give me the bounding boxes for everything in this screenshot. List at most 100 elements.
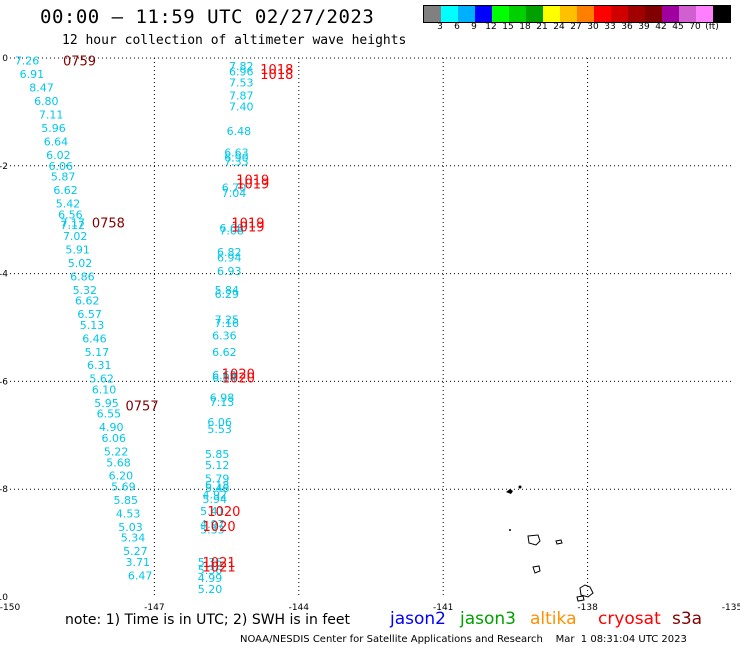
swh-label-track-b: 6.84 (212, 372, 237, 385)
swh-label-track-a: 5.27 (123, 545, 148, 558)
time-label: 1021 (203, 556, 236, 571)
legend-label: 21 (536, 22, 548, 32)
swh-label-track-b: 6.96 (229, 65, 254, 78)
swh-label-track-a: 5.91 (65, 243, 90, 256)
swh-label-track-b: 5.33 (200, 524, 225, 537)
satellite-label-cryosat: cryosat (598, 609, 661, 629)
island-outline (532, 565, 541, 574)
swh-label-track-b: 7.25 (215, 313, 240, 326)
swh-label-track-a: 6.64 (44, 136, 68, 149)
x-tick-label: -144 (289, 603, 310, 613)
swh-label-track-b: 4.99 (198, 572, 223, 585)
swh-label-track-a: 5.42 (56, 198, 81, 211)
swh-label-track-a: 5.95 (94, 397, 119, 410)
time-label: 1020 (222, 367, 255, 382)
credit-line: NOAA/NESDIS Center for Satellite Applica… (240, 634, 687, 645)
swh-label-track-a: 6.56 (58, 208, 82, 221)
legend-label: 70 (689, 22, 701, 32)
swh-label-track-a: 5.62 (89, 373, 114, 386)
swh-label-track-a: 8.47 (29, 82, 54, 95)
x-tick-label: -141 (433, 603, 453, 613)
swh-label-track-b: 7.82 (229, 60, 254, 73)
swh-label-track-a: 7.11 (39, 109, 64, 122)
swh-label-track-a: 6.80 (34, 95, 59, 108)
swh-label-track-b: 7.53 (229, 76, 254, 89)
swh-label-track-a: 5.17 (85, 346, 110, 359)
legend-swatch (526, 6, 543, 22)
swh-label-track-b: 6.90 (224, 152, 249, 165)
swh-label-track-a: 6.10 (92, 383, 117, 396)
time-label: 1019 (231, 216, 264, 231)
swh-label-track-b: 6.63 (224, 146, 249, 159)
swh-label-track-b: 5.36 (198, 556, 223, 569)
legend-label: 9 (471, 22, 477, 32)
swh-label-track-a: 4.90 (99, 421, 124, 434)
time-label: 1019 (236, 178, 269, 193)
swh-label-track-b: 6.70 (222, 181, 247, 194)
swh-label-track-a: 5.34 (121, 532, 146, 545)
time-label: 0758 (92, 216, 125, 231)
swh-label-track-a: 6.55 (97, 408, 122, 421)
time-label: 1020 (222, 372, 255, 387)
chart-subtitle: 12 hour collection of altimeter wave hei… (62, 33, 407, 48)
time-label: 1019 (231, 221, 264, 236)
island-outline (579, 584, 594, 598)
island-outline (527, 534, 541, 546)
swh-label-track-a: 6.46 (82, 332, 107, 345)
time-label: 1019 (236, 173, 269, 188)
swh-label-track-a: 6.57 (77, 308, 102, 321)
legend-label: (ft) (705, 22, 719, 32)
swh-label-track-a: 6.06 (49, 160, 74, 173)
swh-label-track-b: 6.62 (212, 346, 237, 359)
legend-swatch (492, 6, 509, 22)
swh-label-track-b: 6.06 (207, 416, 232, 429)
satellite-label-jason2: jason2 (390, 609, 446, 629)
legend-swatch (679, 6, 696, 22)
color-legend (423, 5, 731, 23)
swh-label-track-a: 6.62 (75, 295, 100, 308)
y-tick-label: -6 (0, 377, 8, 387)
legend-swatch (509, 6, 526, 22)
swh-label-track-a: 6.91 (20, 68, 45, 81)
swh-label-track-a: 3.71 (126, 556, 150, 569)
swh-label-track-a: 5.22 (104, 445, 129, 458)
x-tick-label: -147 (144, 603, 164, 613)
swh-label-track-b: 4.92 (203, 489, 228, 502)
time-label: 1020 (203, 520, 236, 535)
satellite-label-jason3: jason3 (460, 609, 516, 629)
x-tick-label: -138 (577, 603, 598, 613)
time-label: 0759 (63, 55, 96, 70)
y-tick-label: -10 (0, 593, 8, 603)
swh-label-track-a: 6.02 (46, 149, 71, 162)
legend-label: 45 (672, 22, 684, 32)
island-outline (555, 539, 563, 545)
swh-label-track-b: 7.08 (219, 224, 244, 237)
legend-label: 39 (638, 22, 650, 32)
legend-swatch (475, 6, 492, 22)
swh-label-track-b: 5.94 (203, 493, 228, 506)
footnote: note: 1) Time is in UTC; 2) SWH is in fe… (65, 612, 351, 628)
swh-label-track-a: 5.13 (80, 319, 105, 332)
swh-label-track-b: 6.36 (212, 330, 237, 343)
legend-label: 3 (437, 22, 443, 32)
time-label: 1020 (207, 505, 240, 520)
island-outline (576, 595, 585, 602)
y-tick-label: 0 (2, 54, 8, 64)
legend-label: 30 (587, 22, 599, 32)
swh-label-track-a: 7.17 (61, 216, 86, 229)
legend-swatch (696, 6, 713, 22)
legend-swatch (458, 6, 475, 22)
swh-label-track-b: 5.79 (205, 472, 230, 485)
legend-label: 36 (621, 22, 633, 32)
swh-label-track-b: 4.97 (200, 518, 225, 531)
swh-label-track-b: 5.36 (198, 564, 223, 577)
swh-label-track-b: 7.40 (229, 101, 254, 114)
time-label: 0757 (126, 400, 159, 415)
swh-label-track-a: 7.12 (61, 219, 86, 232)
swh-label-track-b: 7.04 (222, 187, 247, 200)
swh-label-track-a: 6.06 (101, 432, 126, 445)
swh-label-track-a: 5.96 (41, 122, 66, 135)
y-tick-label: -8 (0, 485, 8, 495)
y-tick-label: -4 (0, 270, 8, 280)
